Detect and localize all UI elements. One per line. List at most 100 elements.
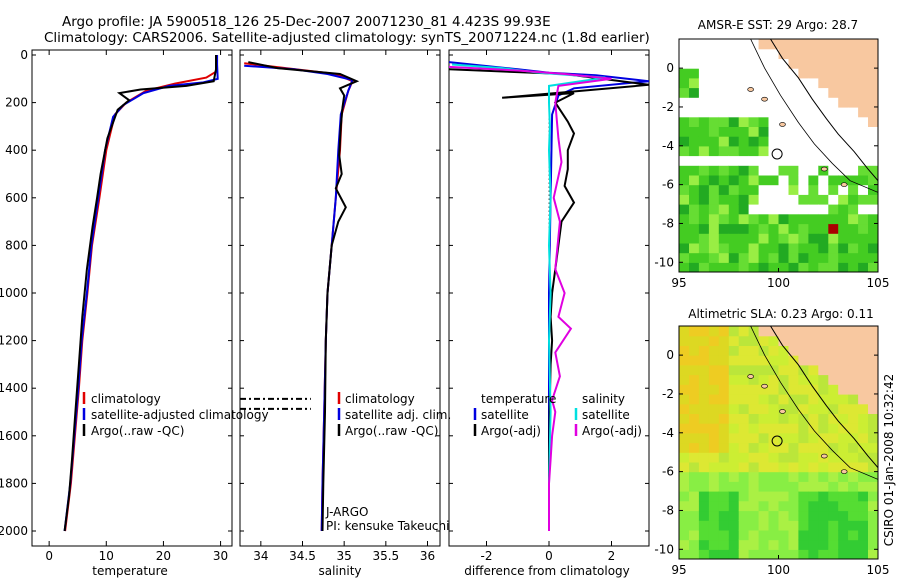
y-tick-label: 1600: [0, 429, 28, 443]
map-cell: [848, 48, 859, 59]
map-cell: [788, 48, 799, 59]
map-cell: [718, 355, 730, 366]
map-cell: [778, 213, 789, 225]
map-cell: [778, 491, 789, 502]
map-cell: [708, 481, 720, 492]
map-cell: [689, 423, 700, 434]
map-cell: [788, 87, 799, 98]
map-cell: [689, 87, 700, 98]
map-cell: [689, 174, 700, 186]
map-cell: [689, 58, 700, 69]
map-cell: [838, 471, 849, 482]
map-cell: [868, 335, 878, 346]
map-cell: [858, 136, 869, 147]
map-cell: [728, 136, 740, 147]
map-cell: [788, 549, 799, 559]
map-cell: [748, 68, 760, 79]
map-cell: [828, 204, 839, 215]
map-cell: [778, 39, 789, 50]
map-cell: [748, 116, 760, 127]
map-cell: [698, 355, 710, 366]
map-cell: [798, 174, 809, 186]
map-cell: [858, 97, 869, 108]
map-cell: [778, 510, 789, 521]
map-cell: [788, 68, 799, 79]
series-line-climatology: [244, 62, 354, 532]
map-cell: [778, 549, 789, 559]
map-cell: [728, 394, 740, 405]
map-cell: [788, 335, 799, 346]
map-cell: [778, 242, 789, 254]
map-cell: [848, 58, 859, 69]
map-cell: [728, 174, 740, 186]
map-cell: [728, 223, 740, 234]
map-cell: [748, 233, 760, 244]
map-cell: [848, 184, 859, 195]
map-cell: [838, 432, 849, 444]
map-cell: [848, 510, 859, 521]
map-cell: [758, 223, 770, 234]
map-cell: [738, 223, 750, 234]
map-cell: [718, 252, 730, 263]
title-line2: Climatology: CARS2006. Satellite-adjuste…: [44, 30, 650, 46]
map-cell: [788, 326, 799, 337]
map-cell: [838, 165, 849, 176]
map-cell: [679, 68, 690, 79]
map-cell: [788, 452, 799, 463]
map-cell: [868, 165, 878, 176]
map-cell: [768, 491, 779, 502]
map-cell: [748, 97, 760, 108]
temperature-panel: 0 10 20 30 0 200 400 600 800 1000 1200 1400 1600 1800…: [0, 48, 269, 578]
map-cell: [708, 126, 720, 137]
map-cell: [778, 500, 789, 512]
map-cell: [818, 345, 829, 356]
y-tick-label: 400: [5, 143, 28, 157]
map-cell: [689, 165, 700, 176]
y-tick-label: -6: [662, 178, 674, 192]
map-cell: [858, 107, 869, 118]
x-tick-label: 100: [767, 563, 790, 577]
map-cell: [758, 174, 770, 186]
map-cell: [718, 403, 730, 414]
map-cell: [689, 326, 700, 337]
map-cell: [868, 116, 878, 127]
map-cell: [848, 413, 859, 424]
map-cell: [748, 461, 760, 473]
map-cell: [698, 87, 710, 98]
map-cell: [768, 155, 779, 166]
map-cell: [768, 471, 779, 482]
map-cell: [788, 77, 799, 89]
y-tick-label: 1000: [0, 286, 28, 300]
map-cell: [679, 184, 690, 195]
map-cell: [738, 145, 750, 157]
map-cell: [788, 364, 799, 376]
x-tick-label: 36: [420, 549, 435, 563]
map-cell: [728, 116, 740, 127]
map-cell: [708, 471, 720, 482]
map-cell: [798, 500, 809, 512]
map-cell: [738, 136, 750, 147]
map-cell: [818, 233, 829, 244]
map-cell: [848, 326, 859, 337]
map-cell: [718, 136, 730, 147]
map-cell: [858, 77, 869, 89]
map-cell: [679, 242, 690, 254]
map-cell: [848, 223, 859, 234]
y-tick-label: -8: [662, 216, 674, 230]
map-cell: [758, 58, 770, 69]
map-cell: [698, 442, 710, 453]
map-cell: [728, 520, 740, 531]
map-cell: [679, 481, 690, 492]
map-cell: [858, 58, 869, 69]
map-cell: [798, 413, 809, 424]
map-cell: [689, 184, 700, 195]
map-cell: [848, 481, 859, 492]
map-cell: [679, 126, 690, 137]
map-cell: [698, 345, 710, 356]
map-cell: [818, 432, 829, 444]
map-cell: [768, 194, 779, 205]
map-cell: [798, 184, 809, 195]
map-cell: [818, 461, 829, 473]
map-cell: [798, 539, 809, 550]
map-cell: [679, 394, 690, 405]
